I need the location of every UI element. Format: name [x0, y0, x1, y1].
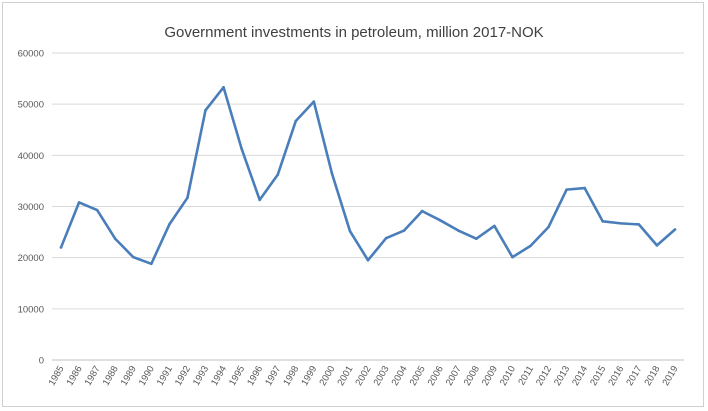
x-tick-label: 1989 [119, 364, 139, 388]
data-point [366, 258, 370, 262]
data-point [77, 201, 81, 204]
series-line [59, 85, 677, 266]
x-tick-label: 2018 [642, 364, 662, 388]
data-point [438, 219, 442, 222]
data-point [529, 244, 532, 248]
data-point [547, 225, 550, 229]
data-point [168, 223, 171, 226]
y-tick-label: 20000 [18, 253, 44, 264]
x-tick-label: 1990 [137, 364, 157, 388]
y-axis-ticks: 0 10000 20000 30000 40000 50000 60000 [18, 49, 44, 367]
x-axis-ticks: 1985198619871988198919901991199219931994… [47, 364, 681, 388]
data-point [348, 229, 352, 233]
x-tick-label: 1999 [299, 364, 319, 388]
x-tick-label: 2009 [480, 364, 500, 388]
x-tick-label: 2000 [317, 364, 337, 388]
x-tick-label: 2006 [426, 364, 446, 388]
x-tick-label: 1987 [83, 364, 103, 388]
y-tick-label: 0 [39, 356, 44, 367]
data-point [475, 237, 478, 241]
data-point [294, 119, 298, 123]
x-tick-label: 2011 [516, 364, 536, 387]
x-tick-label: 1996 [245, 364, 265, 388]
x-tick-label: 2015 [588, 364, 608, 388]
x-tick-label: 2007 [444, 364, 464, 388]
data-point [330, 171, 334, 175]
y-tick-label: 10000 [18, 304, 44, 315]
data-point [258, 198, 261, 202]
x-tick-label: 1986 [65, 364, 85, 388]
x-tick-label: 2004 [390, 364, 410, 388]
x-tick-label: 1995 [227, 364, 247, 388]
y-tick-label: 40000 [18, 151, 44, 162]
x-tick-label: 1991 [155, 364, 175, 388]
x-tick-label: 2002 [354, 364, 374, 388]
gridlines [52, 52, 684, 361]
x-tick-label: 1992 [173, 364, 193, 388]
series-layer [59, 85, 677, 266]
x-tick-label: 2003 [372, 364, 392, 388]
data-point [402, 229, 406, 232]
x-tick-label: 2014 [570, 364, 590, 388]
y-tick-label: 30000 [18, 202, 44, 213]
data-point [619, 222, 623, 225]
x-tick-label: 2019 [660, 364, 680, 388]
x-tick-label: 2016 [606, 364, 626, 388]
data-point [204, 109, 207, 112]
data-point [673, 228, 677, 231]
data-point [95, 208, 99, 212]
x-tick-label: 1997 [263, 364, 283, 388]
data-point [511, 255, 514, 259]
data-point [493, 224, 496, 228]
chart-title: Government investments in petroleum, mil… [164, 24, 543, 41]
data-point [456, 229, 460, 232]
data-point [384, 236, 388, 240]
data-point [655, 244, 659, 247]
data-point [222, 85, 225, 89]
x-tick-label: 2017 [624, 364, 644, 388]
data-point [131, 255, 135, 259]
data-point [186, 196, 189, 200]
data-point [601, 220, 605, 223]
data-point [637, 223, 641, 226]
x-tick-label: 1998 [281, 364, 301, 388]
y-tick-label: 50000 [18, 100, 44, 111]
data-point [59, 246, 63, 249]
x-tick-label: 1988 [101, 364, 121, 388]
data-point [113, 237, 117, 241]
data-point [565, 188, 568, 191]
x-tick-label: 1993 [191, 364, 211, 388]
x-tick-label: 2013 [552, 364, 572, 388]
x-tick-label: 1985 [47, 364, 67, 388]
data-point [312, 100, 316, 103]
data-point [150, 262, 153, 266]
x-tick-label: 2001 [335, 364, 355, 388]
x-tick-label: 1994 [209, 364, 229, 388]
x-tick-label: 2005 [408, 364, 428, 388]
data-point [240, 147, 243, 150]
x-tick-label: 2010 [498, 364, 518, 388]
y-tick-label: 60000 [18, 49, 44, 60]
data-point [420, 209, 424, 213]
data-point [276, 173, 280, 177]
data-point [583, 186, 586, 190]
chart-frame [2, 2, 704, 407]
x-tick-label: 2012 [534, 364, 554, 388]
x-tick-label: 2008 [462, 364, 482, 388]
